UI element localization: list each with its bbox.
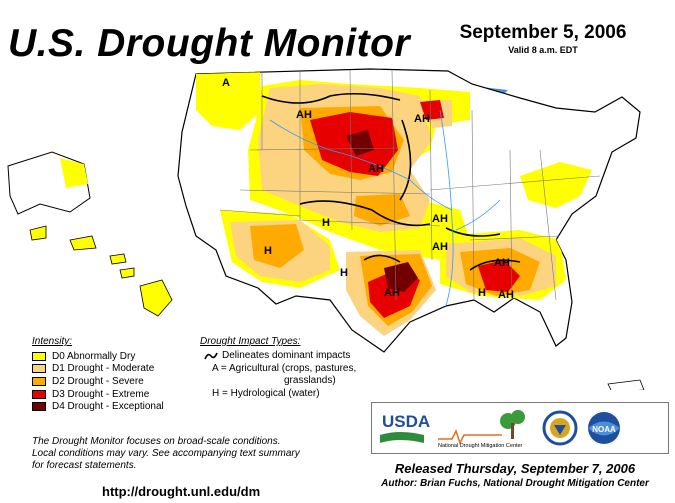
alaska [7, 151, 91, 215]
impact-label: AH [384, 287, 400, 299]
impact-agricultural-cont: grasslands) [284, 375, 336, 386]
impact-label: AH [498, 289, 514, 301]
legend-label: D1 Drought - Moderate [52, 363, 155, 375]
impact-label: H [340, 267, 348, 279]
legend-heading: Intensity: [32, 336, 73, 347]
legend-swatch [32, 376, 46, 386]
legend-label: D3 Drought - Extreme [52, 388, 150, 400]
impact-label: AH [296, 109, 312, 121]
release-date: Released Thursday, September 7, 2006 [394, 461, 636, 476]
legend-swatch [32, 364, 46, 374]
website-link[interactable]: http://drought.unl.edu/dm [102, 484, 261, 499]
impact-boundaries [261, 92, 521, 271]
hawaii [29, 225, 173, 317]
rivers [269, 109, 501, 307]
impact-label: AH [432, 213, 448, 225]
disclaimer-line: The Drought Monitor focuses on broad-sca… [32, 436, 281, 447]
impact-label: H [478, 287, 486, 299]
drought-areas [196, 72, 592, 336]
impact-delineates-label: Delineates dominant impacts [222, 350, 351, 361]
legend-item-d2: D2 Drought - Severe [32, 375, 202, 388]
author: Author: Brian Fuchs, National Drought Mi… [381, 478, 649, 489]
page-title: U.S. Drought Monitor [8, 22, 411, 65]
noaa-text: NOAA [592, 425, 616, 434]
map-date: September 5, 2006 [459, 22, 627, 43]
impact-label: A [222, 77, 230, 89]
state-borders [219, 69, 601, 301]
disclaimer: The Drought Monitor focuses on broad-sca… [32, 436, 352, 472]
agency-logos: USDA National Drought Mitigation Center … [371, 402, 669, 454]
valid-time: Valid 8 a.m. EDT [508, 45, 578, 55]
impact-delineates: Delineates dominant impacts [204, 350, 380, 363]
impact-types: Drought Impact Types: Delineates dominan… [200, 336, 380, 400]
legend-item-d3: D3 Drought - Extreme [32, 388, 202, 401]
legend-item-d1: D1 Drought - Moderate [32, 363, 202, 376]
impact-label: H [322, 217, 330, 229]
legend-label: D0 Abnormally Dry [52, 350, 136, 362]
disclaimer-line: Local conditions may vary. See accompany… [32, 448, 300, 459]
impact-hydrological: H = Hydrological (water) [212, 387, 320, 399]
ndmc-text: National Drought Mitigation Center [438, 443, 523, 449]
ndmc-logo: National Drought Mitigation Center [438, 410, 525, 449]
legend-swatch [32, 389, 46, 399]
legend-swatch [32, 402, 46, 412]
legend-label: D2 Drought - Severe [52, 375, 144, 387]
intensity-legend: Intensity: D0 Abnormally Dry D1 Drought … [32, 336, 202, 413]
impact-label: AH [414, 113, 430, 125]
impact-label: H [264, 245, 272, 257]
impacts-heading: Drought Impact Types: [200, 336, 301, 347]
usda-text: USDA [382, 412, 430, 431]
puerto-rico [607, 379, 645, 390]
department-of-commerce-seal-icon [542, 410, 578, 446]
impact-label: AH [368, 163, 384, 175]
drought-map: A AH AH AH AH H H H AH AH AH H AH [7, 68, 645, 390]
legend-item-d0: D0 Abnormally Dry [32, 350, 202, 363]
legend-label: D4 Drought - Exceptional [52, 401, 164, 413]
contiguous-us [177, 68, 641, 353]
legend-item-d4: D4 Drought - Exceptional [32, 400, 202, 413]
noaa-logo: NOAA [588, 412, 620, 444]
legend-swatch [32, 351, 46, 361]
usda-logo: USDA [380, 412, 430, 443]
disclaimer-line: for forecast statements. [32, 460, 137, 471]
impact-agricultural: A = Agricultural (crops, pastures, [212, 362, 357, 374]
impact-label: AH [494, 257, 510, 269]
impact-line-icon [204, 352, 218, 360]
impact-label: AH [432, 241, 448, 253]
impact-labels: A AH AH AH AH H H H AH AH AH H AH [222, 77, 514, 301]
